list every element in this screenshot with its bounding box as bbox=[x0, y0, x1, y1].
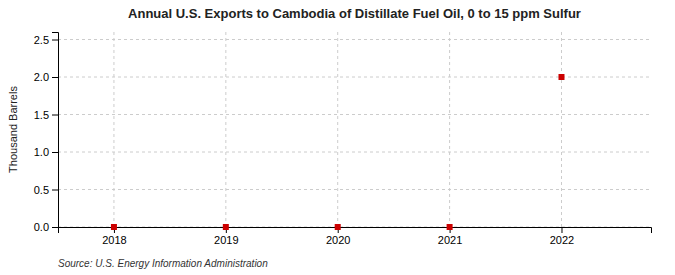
tick: 0.5 bbox=[34, 184, 58, 196]
grid-line bbox=[337, 32, 338, 227]
tick: 2.5 bbox=[34, 34, 58, 46]
axis-line bbox=[59, 228, 652, 234]
grid-line bbox=[561, 32, 562, 227]
tick-mark bbox=[52, 77, 58, 78]
grid-line bbox=[58, 39, 651, 40]
point bbox=[223, 224, 229, 230]
chart: 2018 2019 2020 2021 2022 0.0 0.5 1.0 1.5 2.0 2.5 An… bbox=[0, 0, 675, 275]
y-axis: 0.0 0.5 1.0 1.5 2.0 2.5 bbox=[34, 33, 59, 234]
marks bbox=[111, 74, 565, 230]
title: Annual U.S. Exports to Cambodia of Disti… bbox=[128, 6, 581, 21]
tick-mark bbox=[52, 152, 58, 153]
grid-line bbox=[449, 32, 450, 227]
tick-label: 2022 bbox=[550, 234, 574, 246]
tick-label: 2018 bbox=[102, 234, 126, 246]
x-axis: 2018 2019 2020 2021 2022 bbox=[59, 227, 652, 246]
tick-mark bbox=[52, 190, 58, 191]
tick-mark bbox=[561, 227, 562, 233]
grid bbox=[58, 32, 651, 227]
grid-line bbox=[58, 152, 651, 153]
grid-line bbox=[58, 189, 651, 190]
plot: 2018 2019 2020 2021 2022 0.0 0.5 1.0 1.5 2.0 2.5 bbox=[34, 32, 652, 246]
y-axis-label: Thousand Barrels bbox=[7, 86, 19, 173]
tick: 2022 bbox=[550, 227, 574, 246]
tick: 2.0 bbox=[34, 71, 58, 83]
point bbox=[558, 74, 564, 80]
tick-mark bbox=[52, 115, 58, 116]
grid-line bbox=[225, 32, 226, 227]
point bbox=[111, 224, 117, 230]
grid-line bbox=[113, 32, 114, 227]
tick: 0.0 bbox=[34, 221, 58, 233]
tick: 1.0 bbox=[34, 146, 58, 158]
tick: 1.5 bbox=[34, 109, 58, 121]
tick-label: 2021 bbox=[438, 234, 462, 246]
point bbox=[335, 224, 341, 230]
tick-mark bbox=[52, 227, 58, 228]
axis-line bbox=[52, 33, 59, 228]
tick-label: 1.5 bbox=[34, 109, 49, 121]
tick-mark bbox=[52, 40, 58, 41]
grid-line bbox=[58, 114, 651, 115]
tick-label: 0.5 bbox=[34, 184, 49, 196]
tick-label: 2.5 bbox=[34, 34, 49, 46]
point bbox=[447, 224, 453, 230]
tick-label: 2019 bbox=[214, 234, 238, 246]
tick-label: 2.0 bbox=[34, 71, 49, 83]
tick-label: 2020 bbox=[326, 234, 350, 246]
tick-label: 1.0 bbox=[34, 146, 49, 158]
source: Source: U.S. Energy Information Administ… bbox=[58, 258, 268, 269]
tick-label: 0.0 bbox=[34, 221, 49, 233]
